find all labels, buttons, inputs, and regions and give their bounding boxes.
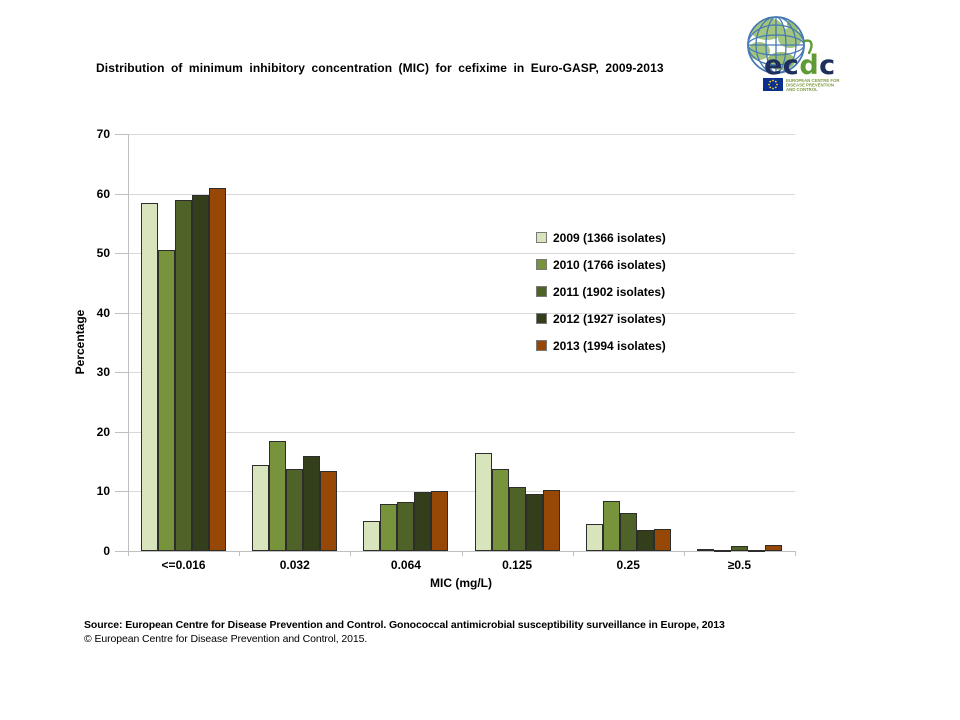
bar bbox=[713, 550, 731, 552]
bar bbox=[696, 549, 714, 552]
bar bbox=[380, 503, 398, 551]
logo-tagline: EUROPEAN CENTRE FOR DISEASE PREVENTION A… bbox=[786, 78, 840, 92]
y-tick-label: 40 bbox=[96, 305, 110, 320]
gridline bbox=[128, 372, 795, 374]
legend-swatch bbox=[536, 232, 547, 243]
x-tick-label: ≥0.5 bbox=[727, 558, 752, 572]
x-tick-mark bbox=[572, 551, 574, 556]
bar bbox=[747, 549, 765, 552]
y-tick-mark bbox=[115, 551, 128, 552]
bar bbox=[730, 545, 748, 551]
x-tick-mark bbox=[795, 551, 796, 556]
bar bbox=[175, 200, 193, 551]
bar bbox=[141, 203, 159, 551]
y-tick-mark bbox=[115, 312, 128, 314]
y-tick-mark bbox=[115, 134, 128, 135]
svg-text:DISEASE PREVENTION: DISEASE PREVENTION bbox=[786, 83, 834, 88]
source-note: Source: European Centre for Disease Prev… bbox=[84, 618, 725, 646]
x-tick-mark bbox=[461, 551, 463, 556]
logo-d-swash bbox=[803, 39, 813, 55]
x-tick-mark bbox=[350, 551, 352, 556]
bar bbox=[602, 500, 620, 551]
source-line-2: © European Centre for Disease Prevention… bbox=[84, 633, 368, 645]
legend-item: 2012 (1927 isolates) bbox=[536, 305, 666, 332]
legend-swatch bbox=[536, 259, 547, 270]
gridline bbox=[128, 193, 795, 195]
bar bbox=[636, 530, 654, 551]
y-tick-label: 10 bbox=[96, 484, 110, 499]
bar bbox=[209, 188, 227, 551]
y-tick-label: 20 bbox=[96, 424, 110, 439]
y-axis-line bbox=[128, 134, 129, 552]
legend-swatch bbox=[536, 340, 547, 351]
x-tick-label: 0.064 bbox=[390, 558, 421, 572]
bar bbox=[525, 493, 543, 551]
legend-label: 2012 (1927 isolates) bbox=[553, 311, 666, 326]
y-tick-label: 0 bbox=[103, 544, 110, 558]
legend-swatch bbox=[536, 313, 547, 324]
y-tick-mark bbox=[115, 431, 128, 433]
x-tick-mark bbox=[239, 551, 241, 556]
legend-label: 2010 (1766 isolates) bbox=[553, 257, 666, 272]
bar bbox=[397, 502, 415, 551]
gridline bbox=[128, 134, 795, 135]
x-tick-mark bbox=[128, 551, 129, 556]
legend-item: 2010 (1766 isolates) bbox=[536, 251, 666, 278]
gridline bbox=[128, 312, 795, 314]
y-tick-mark bbox=[115, 491, 128, 493]
bar bbox=[508, 487, 526, 551]
bar bbox=[474, 452, 492, 551]
y-tick-mark bbox=[115, 193, 128, 195]
chart-title: Distribution of minimum inhibitory conce… bbox=[96, 61, 664, 75]
y-tick-label: 70 bbox=[96, 127, 110, 141]
bar bbox=[192, 194, 210, 551]
bar bbox=[764, 545, 782, 551]
x-axis-title: MIC (mg/L) bbox=[430, 576, 492, 590]
bar bbox=[653, 528, 671, 551]
bar bbox=[363, 521, 381, 551]
legend-item: 2009 (1366 isolates) bbox=[536, 224, 666, 251]
legend-item: 2013 (1994 isolates) bbox=[536, 332, 666, 359]
bar bbox=[269, 441, 287, 551]
legend-label: 2011 (1902 isolates) bbox=[553, 284, 666, 299]
logo-brand: ecdc bbox=[764, 50, 836, 81]
y-axis-title: Percentage bbox=[73, 309, 87, 375]
svg-text:AND CONTROL: AND CONTROL bbox=[786, 87, 818, 92]
y-tick-label: 30 bbox=[96, 365, 110, 380]
bar bbox=[158, 250, 176, 551]
legend-swatch bbox=[536, 286, 547, 297]
bar bbox=[619, 512, 637, 551]
y-tick-label: 50 bbox=[96, 246, 110, 261]
bar bbox=[542, 490, 560, 551]
y-tick-mark bbox=[115, 372, 128, 374]
bar bbox=[286, 469, 304, 551]
legend-label: 2009 (1366 isolates) bbox=[553, 230, 666, 245]
bar bbox=[491, 468, 509, 551]
x-tick-mark bbox=[683, 551, 685, 556]
legend-item: 2011 (1902 isolates) bbox=[536, 278, 666, 305]
x-tick-label: 0.032 bbox=[279, 558, 310, 572]
gridline bbox=[128, 491, 795, 493]
bar bbox=[303, 455, 321, 551]
gridline bbox=[128, 253, 795, 255]
gridline bbox=[128, 431, 795, 433]
x-tick-label: 0.125 bbox=[502, 558, 533, 572]
source-line-1: Source: European Centre for Disease Prev… bbox=[84, 619, 725, 631]
bar bbox=[414, 492, 432, 551]
bar bbox=[252, 465, 270, 551]
y-tick-label: 60 bbox=[96, 186, 110, 201]
eu-flag-icon bbox=[763, 78, 783, 91]
chart-legend: 2009 (1366 isolates) 2010 (1766 isolates)… bbox=[536, 224, 666, 359]
svg-text:EUROPEAN CENTRE FOR: EUROPEAN CENTRE FOR bbox=[786, 78, 840, 83]
legend-label: 2013 (1994 isolates) bbox=[553, 338, 666, 353]
y-tick-mark bbox=[115, 253, 128, 255]
bar bbox=[431, 490, 449, 551]
bar bbox=[320, 471, 338, 551]
x-tick-label: <=0.016 bbox=[161, 558, 206, 572]
x-tick-label: 0.25 bbox=[616, 558, 640, 572]
ecdc-logo: ecdc EUROPEAN CENTRE FOR DISEASE PREVENT… bbox=[747, 16, 840, 92]
bar bbox=[585, 524, 603, 551]
